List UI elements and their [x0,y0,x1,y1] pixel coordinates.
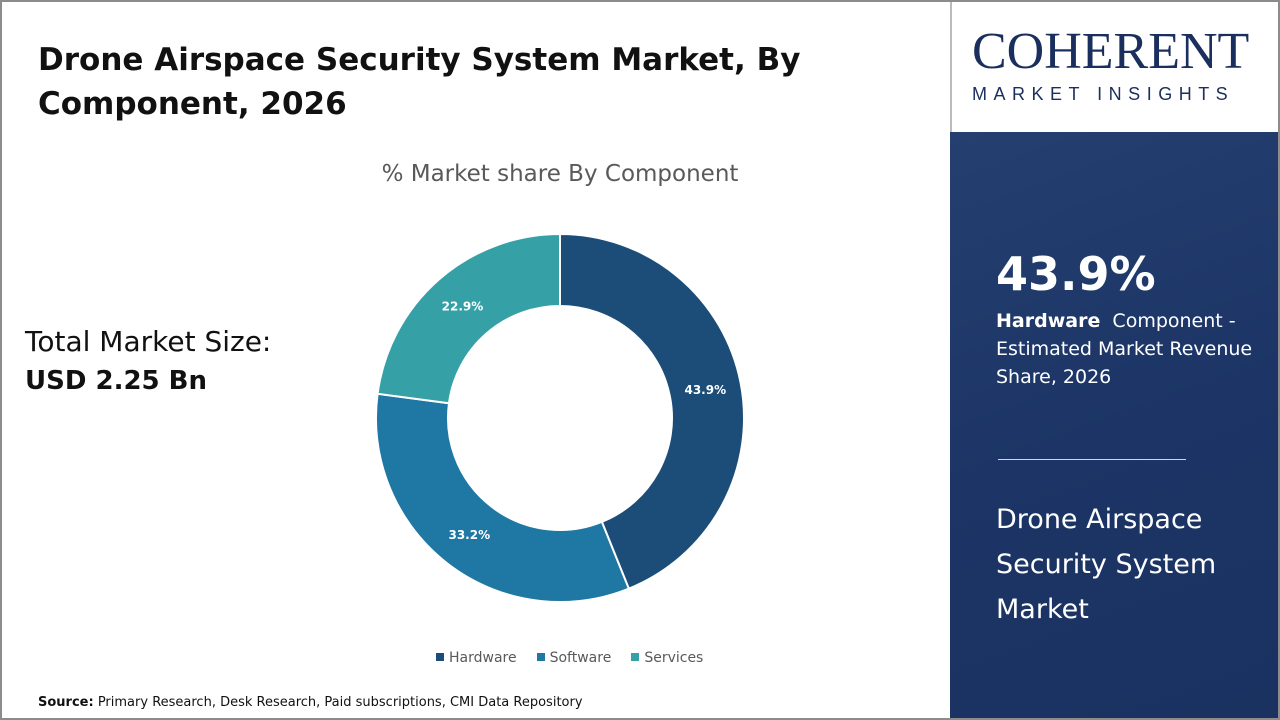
donut-chart: 43.9% 33.2% 22.9% [375,232,745,603]
chart-legend: Hardware Software Services [436,650,703,666]
total-market-label: Total Market Size: [25,325,272,358]
logo-tagline: MARKET INSIGHTS [972,84,1235,104]
highlight-panel: 43.9% Hardware Component - Estimated Mar… [950,132,1280,720]
legend-swatch [436,653,444,661]
logo-wordmark: COHERENT [972,23,1250,80]
highlight-segment: Hardware [996,310,1101,332]
donut-slice-hardware [559,232,745,590]
data-label: 43.9% [684,383,726,397]
legend-label: Software [549,650,612,666]
highlight-percent: 43.9% [996,247,1156,301]
data-label: 33.2% [448,528,490,542]
legend-label: Services [644,650,704,666]
highlight-desc-text: Component - Estimated Market Revenue Sha… [996,310,1253,388]
source-note: Source: Primary Research, Desk Research,… [38,695,583,710]
legend-item-software: Software [536,650,612,666]
legend-swatch [631,653,640,661]
legend-item-services: Services [631,650,703,666]
page-title: Drone Airspace Security System Market, B… [38,42,801,122]
total-market-value: USD 2.25 Bn [25,366,207,396]
legend-swatch [536,653,545,661]
donut-slice-services [376,232,561,405]
data-label: 22.9% [442,300,484,314]
company-logo: COHERENT MARKET INSIGHTS [950,0,1280,132]
market-name: Drone Airspace Security System Market [996,504,1217,625]
legend-item-hardware: Hardware [436,650,517,666]
source-label: Source: [38,695,94,710]
chart-subtitle: % Market share By Component [381,161,739,187]
highlight-description: Hardware Component - Estimated Market Re… [996,307,1256,391]
legend-label: Hardware [449,650,517,666]
divider [998,459,1186,460]
donut-slice-software [375,392,631,603]
source-text: Primary Research, Desk Research, Paid su… [93,695,583,710]
